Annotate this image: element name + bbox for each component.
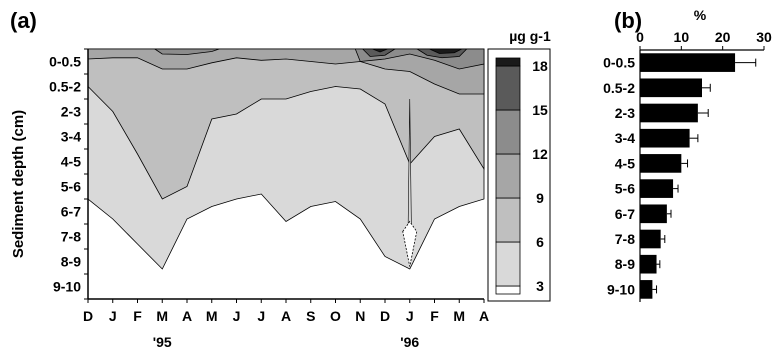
- bar: [640, 128, 690, 148]
- colorbar-tick-label: 12: [532, 146, 548, 162]
- x-tick-label: A: [479, 308, 489, 324]
- x-tick-label: F: [133, 308, 142, 324]
- y-axis-title: Sediment depth (cm): [10, 110, 27, 258]
- category-label: 0-0.5: [603, 55, 635, 71]
- x-tick-label: D: [380, 308, 390, 324]
- y-tick-label: 8-9: [61, 254, 81, 270]
- y-tick-label: 3-4: [61, 129, 81, 145]
- bar: [640, 229, 661, 249]
- x-tick-label: M: [453, 308, 465, 324]
- colorbar-tick-label: 3: [536, 278, 544, 294]
- bar: [640, 53, 736, 72]
- x-tick-label: M: [156, 308, 168, 324]
- x-tick-label: 10: [674, 29, 690, 45]
- colorbar-tick-label: 9: [536, 190, 544, 206]
- panel-label-b: (b): [614, 8, 642, 33]
- x-tick-label: F: [430, 308, 439, 324]
- x-tick-label: J: [406, 308, 414, 324]
- colorbar-segment: [495, 197, 521, 243]
- y-tick-label: 2-3: [61, 104, 81, 120]
- x-tick-label: S: [306, 308, 315, 324]
- colorbar-tick-label: 18: [532, 58, 548, 74]
- contour-band-9-12: [87, 48, 485, 95]
- contour-band-6-9: [87, 48, 485, 200]
- panel-a-contour: 0-0.50.5-22-33-44-55-66-77-88-99-10D J F M A…: [10, 8, 551, 350]
- x-tick-label: A: [281, 308, 291, 324]
- colorbar-frame: [487, 48, 551, 302]
- category-label: 8-9: [615, 256, 635, 272]
- x-tick-label: 30: [756, 29, 772, 45]
- y-tick-label: 0-0.5: [49, 54, 81, 70]
- category-label: 5-6: [615, 181, 635, 197]
- x-tick-label: J: [257, 308, 265, 324]
- y-tick-label: 6-7: [61, 204, 81, 220]
- colorbar-segment: [495, 153, 521, 199]
- y-tick-label: 4-5: [61, 154, 81, 170]
- x-tick-label: M: [206, 308, 218, 324]
- colorbar-segment: [495, 65, 521, 111]
- x-tick-label: A: [182, 308, 192, 324]
- bar: [640, 204, 667, 224]
- y-tick-label: 0.5-2: [49, 79, 81, 95]
- bar: [640, 154, 682, 173]
- year-label: '95: [153, 334, 172, 350]
- contour-band-above-18-core: [429, 48, 462, 54]
- y-tick-label: 5-6: [61, 179, 81, 195]
- contour-band-above-18-core: [372, 48, 388, 53]
- colorbar-segment: [495, 241, 521, 287]
- bar: [640, 254, 657, 274]
- y-tick-label: 9-10: [53, 279, 81, 295]
- colorbar-segment: [495, 285, 521, 295]
- panel-b-bar-chart: (b) % 0 10 20 30 0-0.5 0.5-2 2-3 3-4 4-5 5-6 6-7 7-8 8…: [603, 7, 772, 302]
- category-label: 6-7: [615, 206, 635, 222]
- panel-label-a: (a): [10, 8, 37, 33]
- colorbar-tick-label: 15: [532, 102, 548, 118]
- category-label: 3-4: [615, 130, 635, 146]
- contour-below-3-region: [402, 220, 418, 267]
- x-tick-label: J: [233, 308, 241, 324]
- category-label: 9-10: [607, 281, 635, 297]
- colorbar-title: µg g-1: [509, 28, 551, 44]
- x-tick-label: J: [109, 308, 117, 324]
- category-label: 2-3: [615, 105, 635, 121]
- bar: [640, 103, 698, 123]
- x-tick-label: N: [355, 308, 365, 324]
- colorbar-tick-label: 6: [536, 234, 544, 250]
- x-tick-label: D: [83, 308, 93, 324]
- contour-band-12-15-patch: [153, 48, 220, 55]
- year-label: '96: [400, 334, 419, 350]
- x-axis-title: %: [694, 7, 707, 23]
- colorbar-segment: [495, 57, 521, 67]
- bar: [640, 78, 702, 98]
- category-label: 4-5: [615, 155, 635, 171]
- category-label: 0.5-2: [603, 80, 635, 96]
- category-label: 7-8: [615, 231, 635, 247]
- bar: [640, 280, 653, 299]
- x-tick-label: 20: [715, 29, 731, 45]
- x-tick-label: O: [330, 308, 341, 324]
- y-tick-label: 7-8: [61, 229, 81, 245]
- colorbar-segment: [495, 109, 521, 155]
- bar: [640, 179, 674, 198]
- x-tick-label: 0: [636, 29, 644, 45]
